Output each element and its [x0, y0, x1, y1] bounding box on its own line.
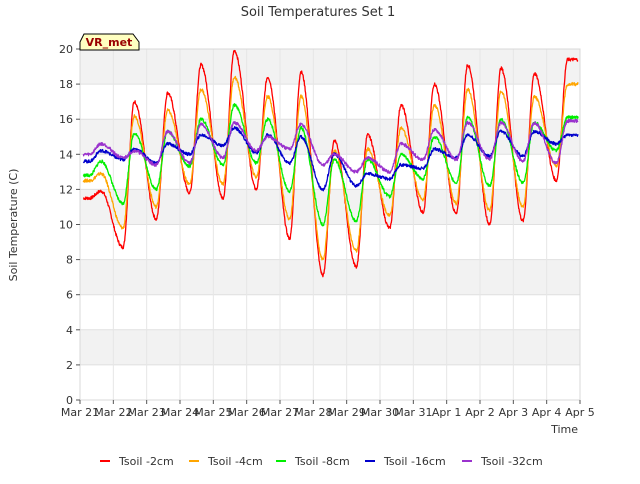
site-label-text: VR_met [86, 36, 133, 49]
x-tick-label: Mar 26 [228, 406, 266, 419]
y-tick-label: 8 [66, 254, 73, 267]
background-bands [80, 49, 580, 365]
y-tick-label: 10 [59, 219, 73, 232]
x-tick-label: Apr 3 [499, 406, 529, 419]
legend: Tsoil -2cm Tsoil -4cm Tsoil -8cm Tsoil -16c… [100, 455, 543, 468]
x-tick-label: Apr 1 [432, 406, 462, 419]
legend-item: Tsoil -2cm [100, 455, 174, 468]
background-band [80, 189, 580, 225]
x-tick-label: Apr 2 [465, 406, 495, 419]
y-axis-ticks: 0 2 4 6 8 10 12 14 16 18 20 [59, 43, 80, 407]
x-tick-label: Mar 31 [394, 406, 432, 419]
x-tick-label: Mar 23 [128, 406, 166, 419]
legend-item: Tsoil -4cm [189, 455, 263, 468]
chart-title: Soil Temperatures Set 1 [241, 5, 396, 20]
series-line [82, 75, 579, 261]
legend-label: Tsoil -32cm [480, 455, 543, 468]
legend-label: Tsoil -8cm [294, 455, 350, 468]
legend-item: Tsoil -16cm [365, 455, 446, 468]
legend-label: Tsoil -4cm [207, 455, 263, 468]
x-tick-label: Mar 24 [161, 406, 199, 419]
y-axis-label: Soil Temperature (C) [7, 169, 20, 282]
y-tick-label: 20 [59, 43, 73, 56]
y-tick-label: 14 [59, 148, 73, 161]
y-tick-label: 18 [59, 78, 73, 91]
x-tick-label: Mar 22 [94, 406, 132, 419]
background-band [80, 259, 580, 295]
legend-item: Tsoil -8cm [276, 455, 350, 468]
y-tick-label: 12 [59, 183, 73, 196]
y-tick-label: 4 [66, 324, 73, 337]
legend-label: Tsoil -16cm [383, 455, 446, 468]
background-band [80, 49, 580, 85]
series-lines [82, 49, 579, 278]
x-tick-label: Mar 21 [61, 406, 99, 419]
legend-label: Tsoil -2cm [118, 455, 174, 468]
x-tick-label: Apr 5 [565, 406, 595, 419]
x-tick-label: Mar 28 [294, 406, 332, 419]
x-tick-label: Mar 29 [328, 406, 366, 419]
background-band [80, 329, 580, 365]
series-line [82, 118, 579, 174]
x-tick-label: Mar 30 [361, 406, 399, 419]
site-label-badge: VR_met [79, 33, 140, 51]
y-tick-label: 2 [66, 359, 73, 372]
grid-lines [79, 48, 581, 401]
x-tick-label: Mar 27 [261, 406, 299, 419]
y-tick-label: 6 [66, 289, 73, 302]
x-axis-label: Time [550, 423, 578, 436]
y-tick-label: 0 [66, 394, 73, 407]
series-line [82, 126, 579, 192]
x-tick-label: Mar 25 [194, 406, 232, 419]
x-tick-label: Apr 4 [532, 406, 562, 419]
legend-item: Tsoil -32cm [462, 455, 543, 468]
y-tick-label: 16 [59, 113, 73, 126]
